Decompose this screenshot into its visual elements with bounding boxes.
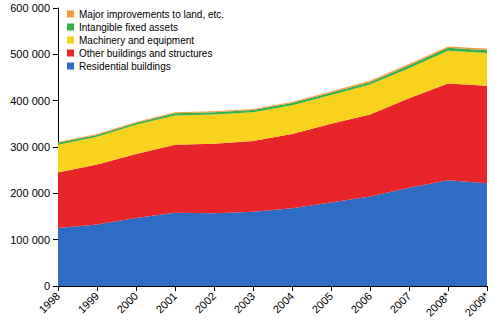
svg-text:2001: 2001	[153, 290, 179, 316]
svg-text:2007: 2007	[387, 290, 413, 316]
svg-text:2006: 2006	[348, 290, 374, 316]
svg-text:200 000: 200 000	[10, 187, 50, 199]
svg-text:500 000: 500 000	[10, 48, 50, 60]
svg-text:Residential buildings: Residential buildings	[79, 61, 171, 72]
svg-text:2004: 2004	[270, 290, 296, 316]
svg-text:0: 0	[44, 280, 50, 292]
svg-text:2003: 2003	[231, 290, 257, 316]
svg-text:2000: 2000	[114, 290, 140, 316]
svg-text:2008*: 2008*	[423, 289, 452, 318]
svg-text:2009*: 2009*	[462, 289, 491, 318]
svg-text:Intangible fixed assets: Intangible fixed assets	[79, 22, 178, 33]
svg-text:Machinery and equipment: Machinery and equipment	[79, 35, 194, 46]
svg-text:600 000: 600 000	[10, 2, 50, 14]
svg-text:300 000: 300 000	[10, 141, 50, 153]
svg-text:400 000: 400 000	[10, 95, 50, 107]
svg-text:2002: 2002	[192, 290, 218, 316]
svg-text:Major improvements to land, et: Major improvements to land, etc.	[79, 9, 224, 20]
svg-text:2005: 2005	[309, 290, 335, 316]
svg-text:Other buildings and structures: Other buildings and structures	[79, 48, 212, 59]
svg-text:1998: 1998	[36, 290, 62, 316]
svg-text:100 000: 100 000	[10, 234, 50, 246]
svg-text:1999: 1999	[75, 290, 101, 316]
